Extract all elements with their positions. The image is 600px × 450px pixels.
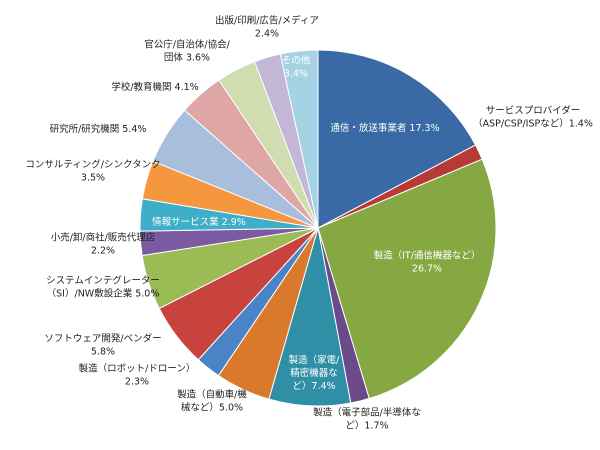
slice-label-12: 研究所/研究機関 5.4%: [50, 123, 147, 135]
pie-labels: 通信・放送事業者 17.3% サービスプロバイダー（ASP/CSP/ISPなど）1…: [25, 15, 593, 432]
slice-label-6: 製造（ロボット/ドローン） 2.3%: [79, 363, 196, 388]
slice-label-5: 製造（自動車/機械など）5.0%: [177, 389, 247, 414]
pie-slice-2: [317, 158, 497, 400]
slice-label-7: ソフトウェア開発/ベンダー 5.8%: [44, 333, 161, 358]
slice-label-8: システムインテグレーター（SI）/NW敷設企業 5.0%: [46, 275, 160, 300]
slice-label-16: その他 3.4%: [282, 55, 311, 80]
pie-slice-16: [279, 49, 319, 229]
slice-label-14: 官公庁/自治体/協会/団体 3.6%: [144, 39, 230, 64]
slice-label-3: 製造（電子部品/半導体など）1.7%: [313, 407, 421, 432]
slice-label-0: 通信・放送事業者 17.3%: [330, 122, 439, 134]
slice-label-9: 小売/卸/商社/販売代理店 2.2%: [51, 232, 156, 257]
slice-label-13: 学校/教育機関 4.1%: [111, 81, 198, 93]
slice-label-1: サービスプロバイダー（ASP/CSP/ISPなど）1.4%: [473, 105, 593, 130]
slice-label-15: 出版/印刷/広告/メディア 2.4%: [215, 15, 319, 40]
pie-slice-0: [317, 49, 477, 229]
slice-label-4: 製造（家電/精密機器など）7.4%: [289, 354, 341, 392]
pie-slices: [139, 49, 497, 407]
slice-label-10: 情報サービス業 2.9%: [152, 216, 246, 228]
slice-label-11: コンサルティング/シンクタンク 3.5%: [25, 159, 160, 184]
slice-label-2: 製造（IT/通信機器など） 26.7%: [374, 250, 481, 275]
